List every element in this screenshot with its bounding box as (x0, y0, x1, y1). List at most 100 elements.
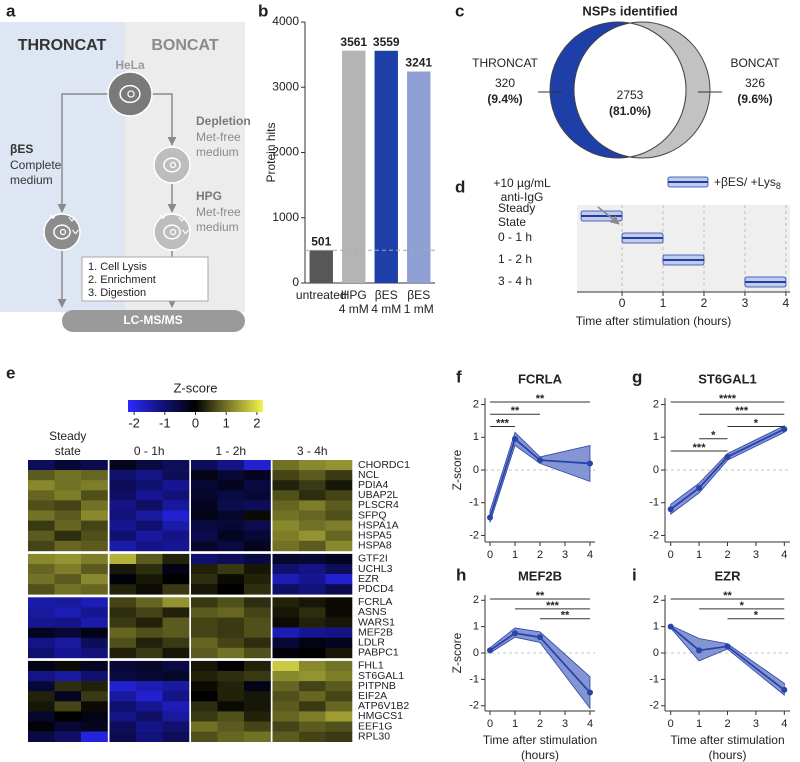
cell-nucleolus (169, 228, 177, 236)
heatmap-cell (299, 711, 326, 722)
significance-label: ** (561, 610, 570, 622)
heatmap-cell (325, 553, 353, 565)
heatmap-cell (28, 584, 55, 595)
heatmap-cell (54, 671, 82, 682)
mean-line (670, 625, 785, 691)
panel-label: h (456, 565, 466, 584)
heatmap-cell (299, 607, 326, 618)
x-tick-label: 1 (512, 549, 518, 561)
heatmap-cell (162, 510, 190, 521)
heatmap-cell (299, 564, 326, 575)
heatmap-cell (244, 731, 271, 742)
cell-line: HeLa (115, 58, 145, 72)
heatmap-cell (54, 490, 82, 501)
panel-label: b (258, 1, 268, 20)
heatmap-cell (81, 520, 108, 531)
label-tag (159, 214, 167, 219)
x-tick-label: 0 (668, 718, 674, 730)
significance-label: *** (496, 417, 510, 429)
heatmap-cell (109, 460, 137, 471)
heatmap-cell (191, 671, 218, 682)
y-tick-label: -1 (649, 497, 659, 509)
significance-label: * (740, 600, 745, 612)
heatmap-cell (81, 711, 108, 722)
heatmap-cell (81, 607, 108, 618)
heatmap-cell (54, 711, 82, 722)
heatmap-cell (28, 660, 55, 672)
heatmap-cell (54, 500, 82, 511)
heatmap-cell (325, 637, 353, 649)
heatmap-cell (272, 617, 300, 628)
y-tick-label: 1000 (272, 210, 299, 224)
heatmap-cell (191, 480, 218, 491)
y-tick-label: -2 (469, 529, 479, 541)
heatmap-cell (81, 617, 108, 628)
significance-label: * (711, 430, 716, 442)
heatmap-cell (325, 597, 353, 608)
x-tick-label: 0 (619, 296, 626, 310)
heatmap-cell (28, 617, 55, 628)
annotation: anti-IgG (501, 190, 544, 204)
heatmap-cell (81, 660, 108, 672)
heatmap-cell (109, 530, 137, 542)
heatmap-cell (191, 470, 218, 481)
row-label: HSPA5 (358, 530, 392, 542)
heatmap-cell (244, 470, 271, 481)
heatmap-cell (109, 607, 137, 618)
point (512, 630, 518, 637)
legend-subscript: 8 (776, 181, 781, 191)
arrow (57, 93, 108, 213)
heatmap-cell (28, 681, 55, 692)
x-tick-label: 4 (781, 549, 787, 561)
boncat-title: BONCAT (151, 37, 218, 54)
heatmap-cell (217, 564, 245, 575)
significance-label: **** (719, 393, 737, 405)
heatmap-cell (217, 721, 245, 732)
heatmap-cell (81, 597, 108, 608)
heatmap-cell (244, 637, 271, 649)
y-tick-label: -1 (649, 673, 659, 685)
error-band (670, 624, 785, 697)
heatmap-cell (325, 607, 353, 618)
row-label: 0 - 1 h (498, 230, 532, 244)
readout-box (62, 310, 245, 332)
heatmap-cell (244, 540, 271, 552)
row-label: SFPQ (358, 509, 387, 521)
heatmap-cell (244, 460, 271, 471)
heatmap-cell (272, 731, 300, 742)
point (696, 647, 703, 654)
row-label: NCL (358, 469, 379, 481)
row-label: State (498, 215, 526, 229)
depletion-medium: medium (196, 145, 239, 159)
heatmap-cell (217, 500, 245, 511)
row-label: RPL30 (358, 730, 390, 742)
heatmap-cell (81, 681, 108, 692)
heatmap-cell (136, 510, 163, 521)
cell (153, 146, 191, 184)
heatmap-cell (28, 637, 55, 649)
heatmap-cell (81, 480, 108, 491)
heatmap-cell (325, 691, 353, 702)
significance-label: * (754, 610, 759, 622)
heatmap-cell (272, 681, 300, 692)
y-tick-label: -2 (649, 529, 659, 541)
heatmap-cell (162, 627, 190, 638)
colorbar-tick-label: 0 (192, 415, 199, 430)
row-label: EIF2A (358, 690, 387, 702)
heatmap-cell (81, 574, 108, 585)
bar-value-label: 3561 (340, 35, 367, 49)
x-axis-title: Time after stimulation (483, 733, 597, 747)
bar (342, 50, 366, 284)
column-label: Steady (49, 429, 86, 443)
y-tick-label: 2 (653, 398, 659, 410)
heatmap-cell (162, 721, 190, 732)
heatmap-cell (325, 480, 353, 491)
heatmap-cell (325, 671, 353, 682)
colorbar-tick-label: -1 (159, 415, 171, 430)
heatmap-cell (54, 721, 82, 732)
chart-title: MEF2B (518, 568, 562, 583)
chart-title: ST6GAL1 (698, 371, 757, 386)
heatmap-cell (244, 574, 271, 585)
heatmap-cell (28, 721, 55, 732)
heatmap-cell (244, 564, 271, 575)
